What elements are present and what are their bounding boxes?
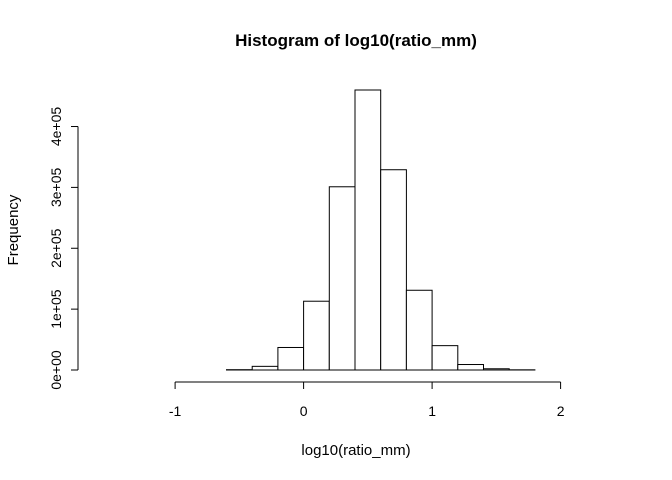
y-axis: 0e+00 1e+05 2e+05 3e+05 4e+05 bbox=[48, 107, 79, 390]
y-axis-label: Frequency bbox=[5, 194, 22, 265]
histogram-bar bbox=[483, 368, 510, 371]
x-tick-label: 2 bbox=[557, 403, 565, 419]
y-tick-label: 0e+00 bbox=[48, 350, 64, 390]
histogram-bar bbox=[457, 364, 484, 371]
y-tick-label: 4e+05 bbox=[48, 107, 64, 147]
bars-group bbox=[226, 89, 536, 371]
histogram-bar bbox=[431, 345, 459, 371]
histogram-bar bbox=[380, 169, 407, 371]
x-tick-label: 0 bbox=[300, 403, 308, 419]
y-tick-label: 3e+05 bbox=[48, 168, 64, 208]
y-tick-label: 2e+05 bbox=[48, 228, 64, 268]
histogram-bar bbox=[303, 300, 330, 371]
chart-title: Histogram of log10(ratio_mm) bbox=[235, 31, 477, 50]
y-tick-label: 1e+05 bbox=[48, 289, 64, 329]
x-axis: -1 0 1 2 bbox=[169, 381, 565, 419]
histogram-bar bbox=[405, 289, 433, 371]
x-tick-label: 1 bbox=[428, 403, 436, 419]
x-tick-label: -1 bbox=[169, 403, 182, 419]
histogram-bar bbox=[328, 186, 356, 371]
histogram-bar bbox=[277, 346, 305, 371]
histogram-bar bbox=[354, 89, 382, 371]
histogram-bar bbox=[251, 365, 279, 371]
x-axis-label: log10(ratio_mm) bbox=[301, 442, 410, 459]
